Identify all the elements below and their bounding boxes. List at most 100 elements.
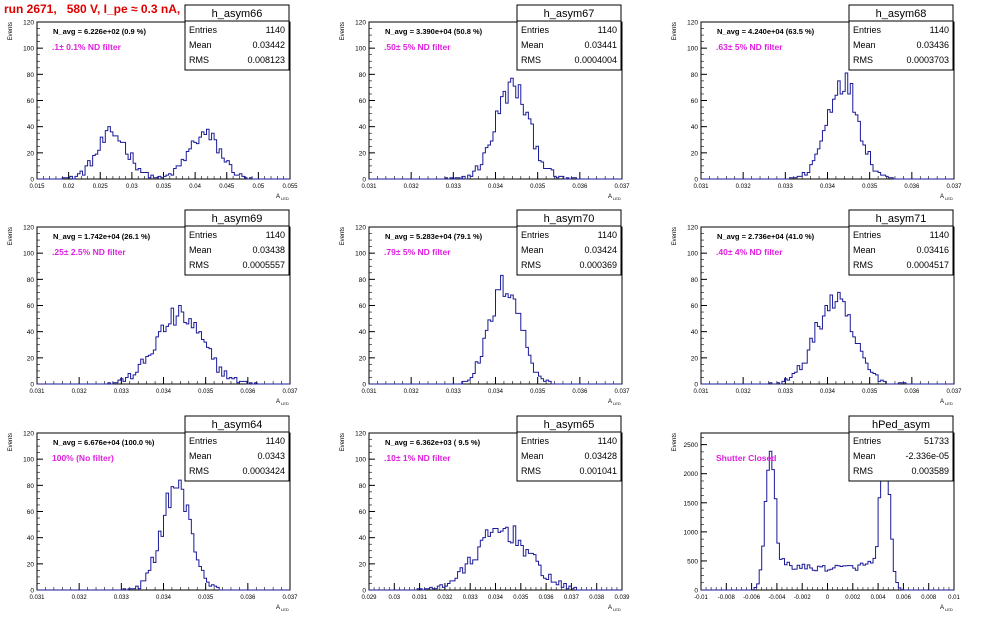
y-tick-label: 100 xyxy=(687,46,698,53)
stats-title: h_asym65 xyxy=(544,419,595,431)
x-tick-label: 0.033 xyxy=(446,389,462,395)
x-tick-label: 0.029 xyxy=(361,595,377,601)
stats-rms-label: RMS xyxy=(521,55,541,65)
x-tick-label: 0.031 xyxy=(412,595,428,601)
x-tick-label: 0.045 xyxy=(219,184,235,190)
y-tick-label: 100 xyxy=(23,46,34,53)
x-tick-label: 0.032 xyxy=(736,389,752,395)
histogram-panel-h_asym66: 0 20 40 60 80 100 120 0.015 0.02 0.025 0.03 0.035 0.… xyxy=(8,4,298,201)
stats-mean-label: Mean xyxy=(521,451,544,461)
filter-label: .10± 1% ND filter xyxy=(384,453,451,463)
stats-entries-value: 1140 xyxy=(266,25,285,35)
x-tick-label: 0.036 xyxy=(539,595,555,601)
stats-mean-value: 0.0343 xyxy=(257,451,285,461)
histogram-line xyxy=(369,77,622,180)
stats-rms-value: 0.000369 xyxy=(579,260,617,270)
stats-rms-value: 0.0004517 xyxy=(906,260,949,270)
stats-mean-label: Mean xyxy=(853,245,876,255)
x-tick-label: 0 xyxy=(826,595,830,601)
x-tick-label: 0.036 xyxy=(904,389,920,395)
x-axis-title: A xyxy=(608,194,612,200)
x-tick-label: 0.031 xyxy=(693,184,709,190)
x-tick-label: 0.034 xyxy=(820,184,836,190)
y-tick-label: 1000 xyxy=(684,529,699,536)
filter-label: .50± 5% ND filter xyxy=(384,42,451,52)
histogram-line xyxy=(37,479,290,591)
stats-rms-label: RMS xyxy=(189,55,209,65)
x-tick-label: 0.031 xyxy=(361,184,377,190)
stats-entries-value: 51733 xyxy=(924,436,949,446)
x-axis-title: A xyxy=(608,605,612,611)
x-tick-label: 0.032 xyxy=(437,595,453,601)
x-tick-label: -0.002 xyxy=(794,595,812,601)
y-tick-label: 120 xyxy=(355,225,366,232)
x-tick-label: 0.035 xyxy=(198,595,214,601)
y-tick-label: 20 xyxy=(691,355,699,362)
stats-box xyxy=(848,209,954,276)
stats-mean-value: 0.03436 xyxy=(916,40,949,50)
stats-rms-label: RMS xyxy=(521,466,541,476)
y-tick-label: 60 xyxy=(27,509,35,516)
stats-mean-value: 0.03438 xyxy=(252,245,285,255)
y-tick-label: 120 xyxy=(355,20,366,27)
x-axis-title-subscript: LED xyxy=(613,196,621,201)
x-tick-label: 0.033 xyxy=(114,389,130,395)
filter-label: .40± 4% ND filter xyxy=(716,247,783,257)
histogram-panel-h_asym68: 0 20 40 60 80 100 120 0.031 0.032 0.033 0.034 0.035… xyxy=(672,4,962,201)
x-tick-label: 0.035 xyxy=(156,184,172,190)
x-axis-title-subscript: LED xyxy=(281,401,289,406)
x-tick-label: 0.031 xyxy=(361,389,377,395)
histogram-panel-h_asym64: 0 20 40 60 80 100 120 0.031 0.032 0.033 0.034 0.035… xyxy=(8,415,298,612)
y-tick-label: 0 xyxy=(362,382,366,389)
stats-title: hPed_asym xyxy=(872,419,930,431)
y-tick-label: 0 xyxy=(694,177,698,184)
stats-mean-value: 0.03428 xyxy=(584,451,617,461)
x-tick-label: 0.002 xyxy=(845,595,861,601)
x-axis-title-subscript: LED xyxy=(945,401,953,406)
y-tick-label: 0 xyxy=(30,588,34,595)
histogram-panel-hPed_asym: 0 500 1000 1500 2000 2500 -0.01 -0.008 -0.006 -0.… xyxy=(672,415,960,612)
y-tick-label: 100 xyxy=(687,251,698,258)
x-tick-label: 0.05 xyxy=(253,184,265,190)
stats-entries-label: Entries xyxy=(189,230,218,240)
filter-label: 100% (No filter) xyxy=(52,453,114,463)
x-axis-title-subscript: LED xyxy=(613,401,621,406)
stats-box xyxy=(516,209,622,276)
y-tick-label: 80 xyxy=(359,277,367,284)
x-axis-title-subscript: LED xyxy=(613,607,621,612)
y-tick-label: 40 xyxy=(27,124,35,131)
y-tick-label: 40 xyxy=(359,535,367,542)
x-tick-label: 0.031 xyxy=(29,389,45,395)
histogram-line xyxy=(701,436,954,591)
stats-box xyxy=(184,209,290,276)
stats-entries-value: 1140 xyxy=(266,230,285,240)
y-tick-label: 120 xyxy=(23,225,34,232)
x-tick-label: 0.04 xyxy=(189,184,201,190)
y-tick-label: 20 xyxy=(27,150,35,157)
y-tick-label: 40 xyxy=(359,329,367,336)
stats-title: h_asym64 xyxy=(212,419,263,431)
y-tick-label: 80 xyxy=(359,72,367,79)
x-axis-title: A xyxy=(276,605,280,611)
navg-label: N_avg = 6.676e+04 (100.0 %) xyxy=(53,438,155,447)
x-tick-label: 0.036 xyxy=(904,184,920,190)
x-tick-label: 0.038 xyxy=(589,595,605,601)
x-tick-label: 0.035 xyxy=(198,389,214,395)
stats-mean-value: 0.03442 xyxy=(252,40,285,50)
stats-mean-label: Mean xyxy=(189,245,212,255)
x-tick-label: 0.033 xyxy=(463,595,479,601)
y-tick-label: 120 xyxy=(355,431,366,438)
stats-entries-label: Entries xyxy=(521,25,550,35)
x-tick-label: 0.008 xyxy=(921,595,937,601)
x-tick-label: 0.035 xyxy=(862,389,878,395)
x-tick-label: 0.037 xyxy=(282,389,298,395)
stats-mean-label: Mean xyxy=(521,40,544,50)
stats-mean-label: Mean xyxy=(521,245,544,255)
y-tick-label: 60 xyxy=(691,303,699,310)
x-tick-label: 0.055 xyxy=(282,184,298,190)
stats-entries-label: Entries xyxy=(189,436,218,446)
y-tick-label: 20 xyxy=(691,150,699,157)
x-tick-label: 0.035 xyxy=(513,595,529,601)
x-tick-label: 0.037 xyxy=(946,389,962,395)
